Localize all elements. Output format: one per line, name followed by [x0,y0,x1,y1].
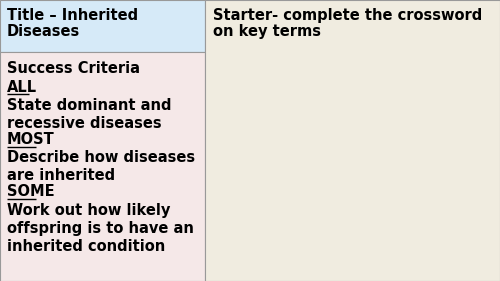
Text: Describe how diseases
are inherited: Describe how diseases are inherited [7,151,195,183]
Text: Starter- complete the crossword: Starter- complete the crossword [213,8,482,23]
Text: SOME: SOME [7,185,54,200]
Text: MOST: MOST [7,132,55,147]
Bar [0,52,205,281]
Bar [0,0,205,52]
Text: on key terms: on key terms [213,24,321,39]
Text: Title – Inherited: Title – Inherited [7,8,138,23]
Text: Work out how likely
offspring is to have an
inherited condition: Work out how likely offspring is to have… [7,203,194,254]
Text: ALL: ALL [7,80,37,94]
Bar [205,0,500,281]
Text: Success Criteria: Success Criteria [7,61,140,76]
Text: State dominant and
recessive diseases: State dominant and recessive diseases [7,98,172,131]
Text: Diseases: Diseases [7,24,80,39]
